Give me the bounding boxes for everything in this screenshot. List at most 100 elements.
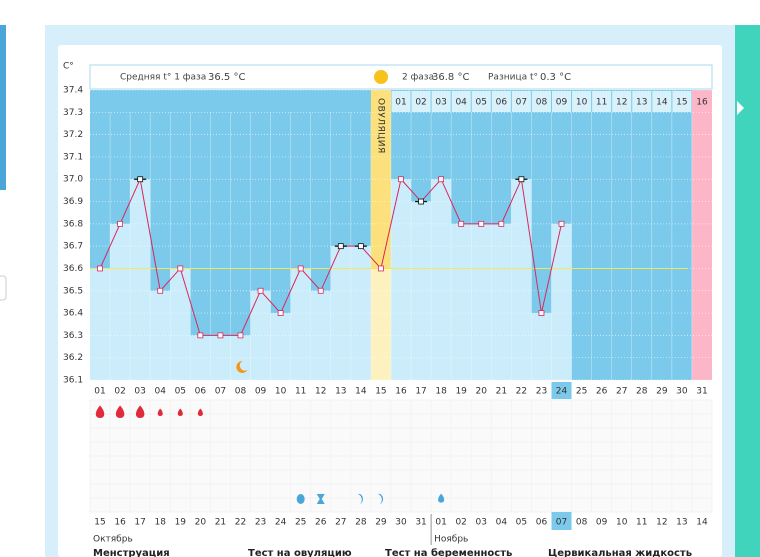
x-tick-label: 16 [395,387,407,397]
date-label: 07 [556,518,567,528]
day-bar [370,268,391,380]
y-tick-label: 36.5 [63,286,83,296]
x-tick-label: 27 [616,387,627,397]
section-title: Цервикальная жидкость [548,548,692,557]
y-tick-label: 36.6 [63,264,83,274]
date-label: 09 [596,518,608,528]
x-tick-label: 01 [94,387,105,397]
temperature-point [97,265,103,272]
y-tick-label: 37.1 [63,152,83,162]
side-panel[interactable] [735,25,760,557]
date-label: 21 [215,518,226,528]
date-label: 10 [616,518,628,528]
temperature-point [538,310,545,316]
x-tick-label: 30 [676,387,688,397]
y-tick-label: 36.4 [63,309,83,319]
event-crescent [377,493,384,504]
y-tick-label: 36.8 [63,219,83,229]
y-tick-label: 36.1 [63,376,83,386]
side-arrow[interactable] [737,101,744,115]
x-tick-label: 26 [596,387,608,397]
x-tick-label: 13 [335,387,346,397]
temperature-point [217,332,224,339]
phase2-day: 15 [676,98,687,108]
phase2-cell [572,91,592,112]
date-label: 26 [315,518,327,528]
phase2-value: 36.8 °C [432,72,469,83]
section-title: Тест на овуляцию [248,548,352,557]
temperature-point [478,220,485,227]
phase2-cell [471,91,491,112]
date-label: 08 [576,518,588,528]
temperature-point [418,198,424,205]
temperature-point [558,220,565,227]
ovulation-label: ОВУЛЯЦИЯ [375,98,385,154]
phase2-cell [431,91,451,112]
x-tick-label: 25 [576,387,587,397]
date-label: 30 [395,518,407,528]
date-label: 15 [94,518,105,528]
temperature-point [297,265,304,272]
section-title: Менструация [93,548,170,557]
date-label: 01 [435,518,446,528]
x-tick-label: 31 [696,387,707,397]
ovulation-sun [374,70,388,84]
phase2-label: 2 фаза [402,73,434,83]
temperature-point [378,265,384,272]
phase2-day: 06 [496,98,508,108]
date-label: 23 [255,518,266,528]
y-tick-label: 36.9 [63,197,83,207]
day-bar [330,246,351,380]
date-label: 31 [415,518,426,528]
day-bar [451,223,472,380]
day-bar [290,268,311,380]
phase2-cell [612,91,632,112]
menstruation-drop [115,405,125,418]
phase1-label: Средняя t° 1 фаза [120,73,206,83]
temperature-point [458,220,465,227]
x-tick-label: 05 [175,387,186,397]
date-label: 24 [275,518,287,528]
day-bar [511,179,532,380]
phase2-day: 02 [415,98,426,108]
temperature-point [137,176,144,183]
month-label: Октябрь [93,535,133,545]
left-box [0,275,7,301]
temperature-point [498,220,505,227]
x-tick-label: 06 [195,387,207,397]
temperature-point [237,332,244,339]
x-tick-label: 10 [275,387,287,397]
date-label: 13 [676,518,687,528]
phase1-value: 36.5 °C [208,72,245,83]
menstruation-drop [197,408,203,416]
day-bar [491,223,512,380]
event-hourglass [316,494,325,504]
phase2-cell [632,91,652,112]
phase2-day: 16 [696,98,708,108]
date-label: 16 [114,518,126,528]
y-tick-label: 37.0 [63,175,83,185]
current-date-highlight [551,512,572,530]
y-tick-label: 36.2 [63,353,83,363]
phase2-cell [391,91,411,112]
y-tick-label: 37.4 [63,86,83,96]
x-tick-label: 21 [496,387,507,397]
day-bar [130,179,151,380]
day-bar [431,179,452,380]
temperature-point [317,287,324,294]
day-bar [90,268,111,380]
phase2-day: 11 [596,98,607,108]
phase2-cell [511,91,531,112]
date-label: 11 [636,518,647,528]
x-tick-label: 09 [255,387,267,397]
date-label: 22 [235,518,246,528]
section-title: Тест на беременность [385,547,512,557]
month-label: Ноябрь [434,535,468,545]
event-circle [296,494,305,504]
temperature-point [117,220,123,227]
x-tick-label: 08 [235,387,247,397]
phase2-day: 14 [656,98,668,108]
date-label: 25 [295,518,306,528]
phase2-cell [652,91,672,112]
phase2-day: 08 [536,98,548,108]
